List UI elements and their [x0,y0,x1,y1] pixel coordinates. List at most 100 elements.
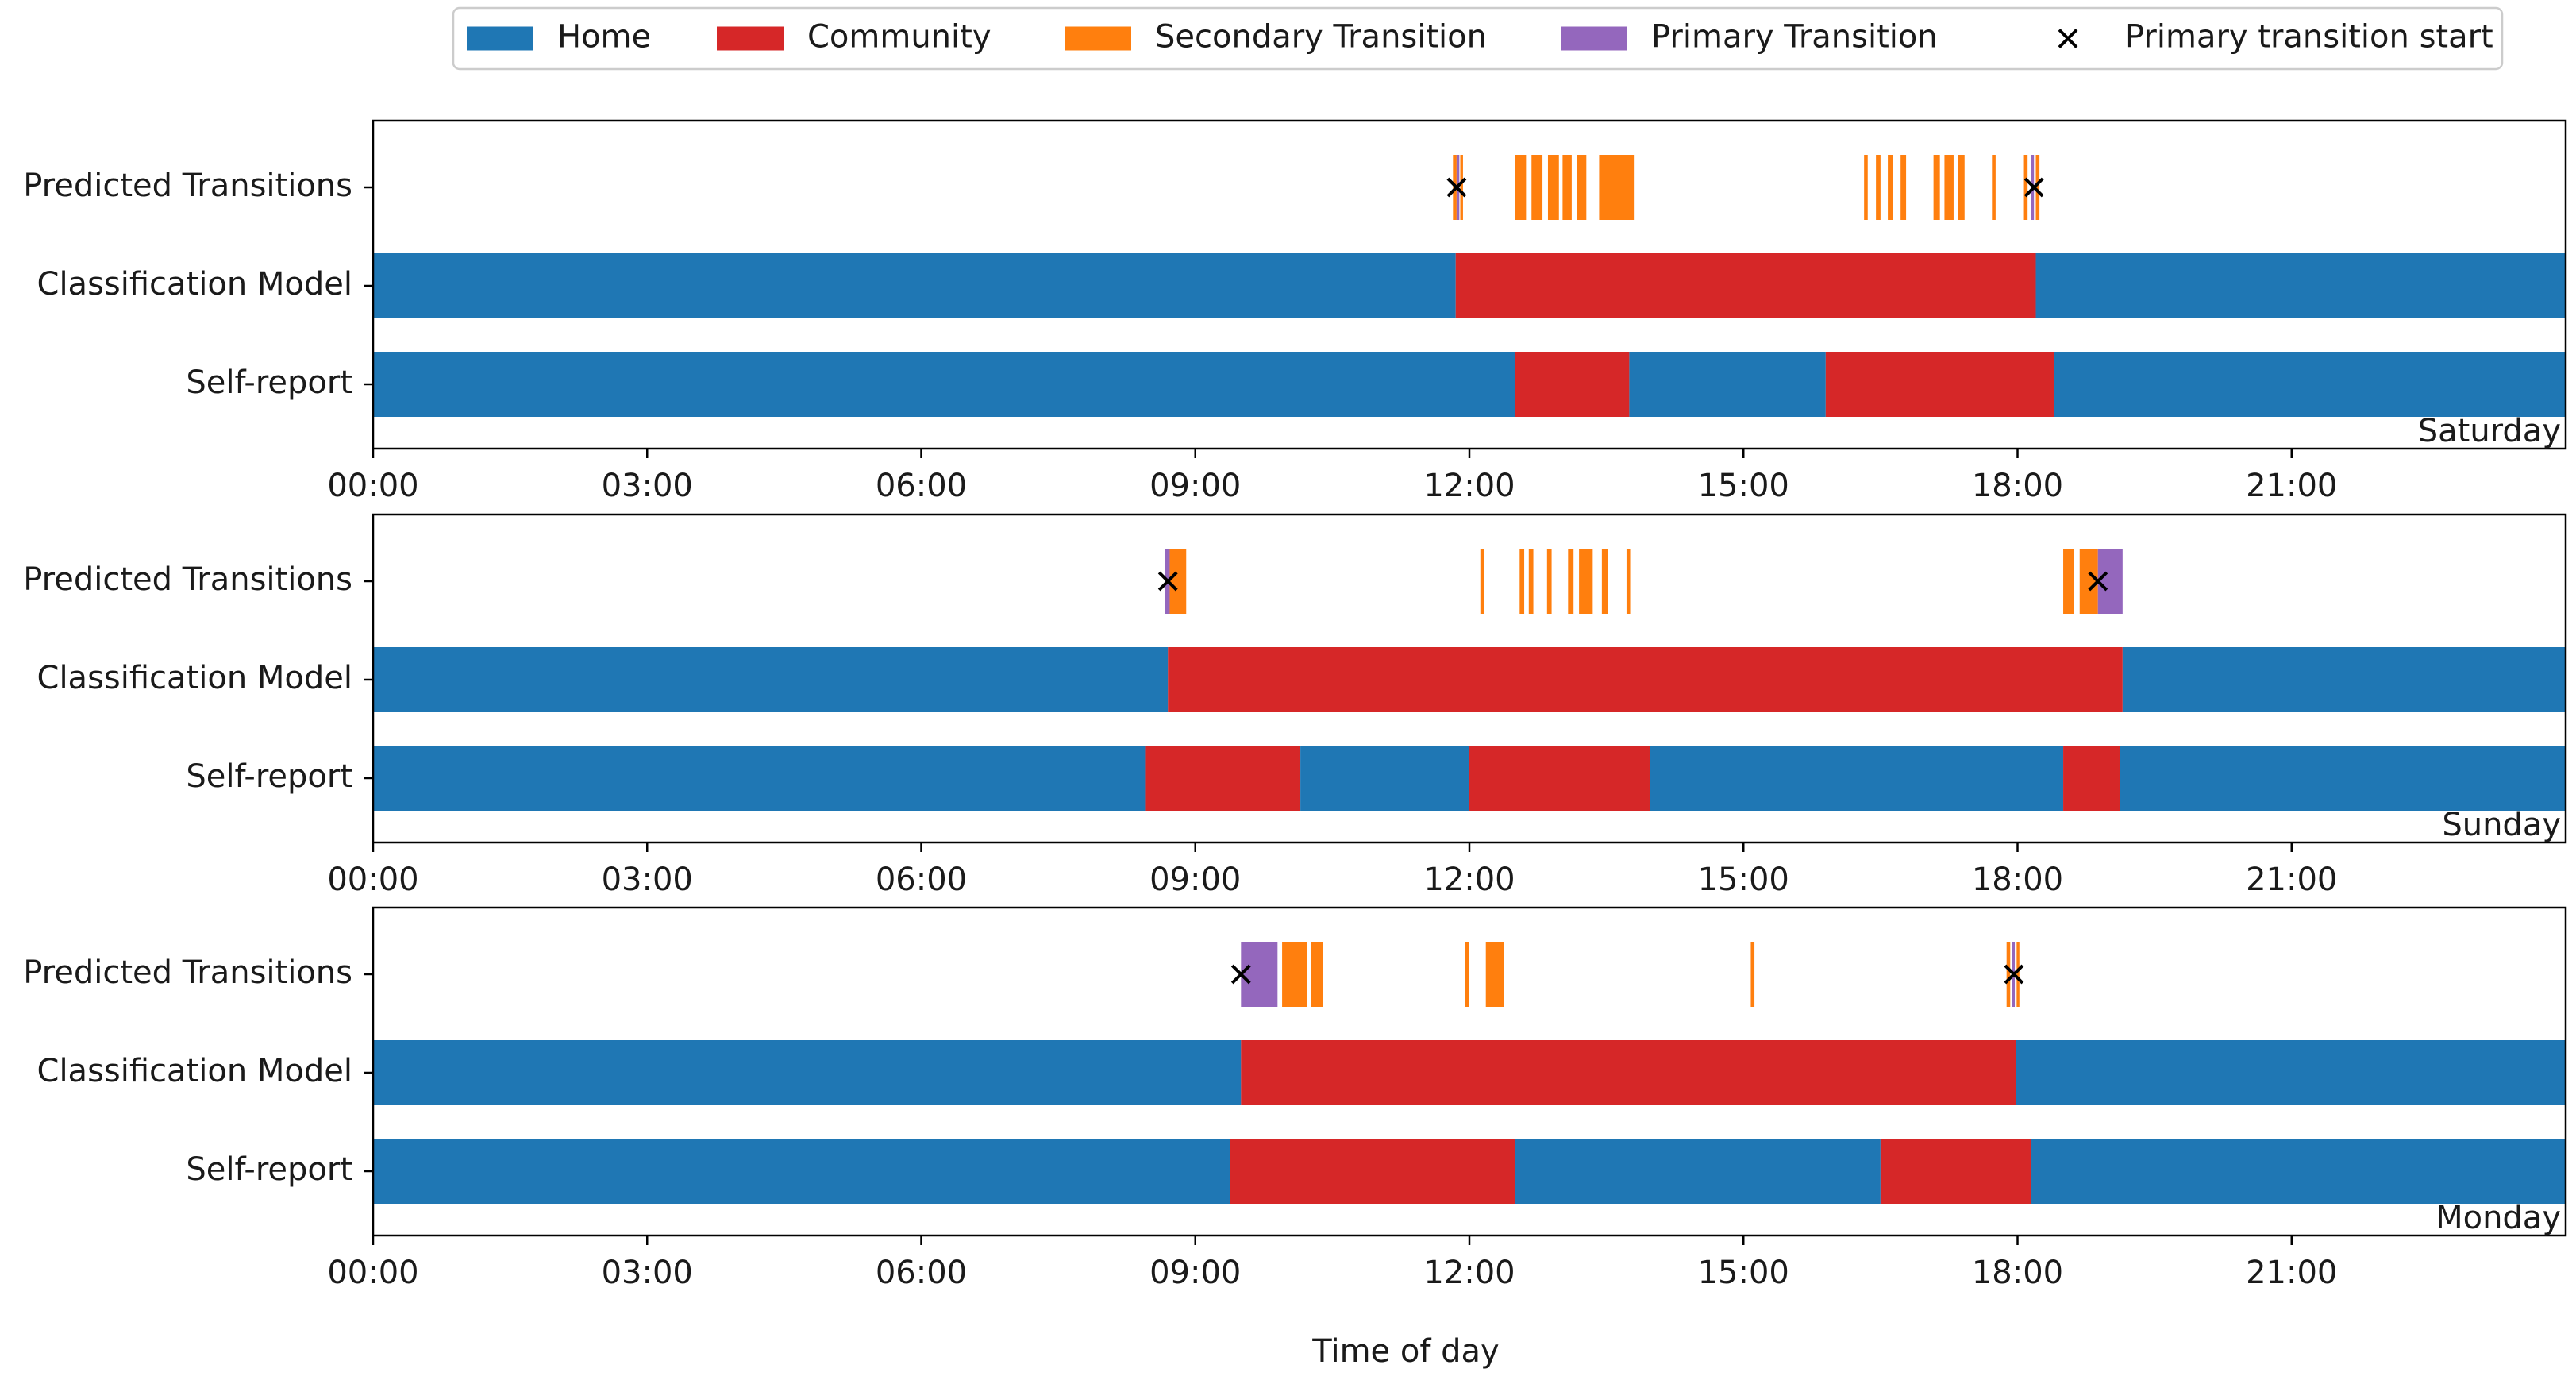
saturday-transition-17 [2023,155,2028,220]
monday-transition-1 [1282,942,1307,1007]
saturday-transition-6 [1562,155,1572,220]
sunday-ylabel-predicted-transitions: Predicted Transitions [23,561,352,598]
saturday-self-report-segment-4 [2054,352,2566,417]
monday-transition-5 [1750,942,1755,1007]
sunday-ylabel-self-report: Self-report [186,758,352,795]
x-axis-label: Time of day [1311,1333,1499,1370]
monday-transition-4 [1485,942,1504,1007]
sunday-self-report-segment-2 [1300,746,1469,811]
monday-xtick-label-3: 09:00 [1149,1255,1241,1291]
saturday-classification-segment-2 [2035,253,2566,318]
saturday-xtick-label-2: 06:00 [876,468,967,504]
saturday-xtick-label-6: 18:00 [1972,468,2063,504]
monday-xtick-label-2: 06:00 [876,1255,967,1291]
saturday-xtick-label-1: 03:00 [602,468,693,504]
saturday-primary-start-marker-1 [2023,177,2044,198]
saturday-transition-14 [1944,155,1954,220]
sunday-self-report-segment-0 [373,746,1146,811]
saturday-transition-8 [1599,155,1635,220]
saturday-transition-10 [1876,155,1881,220]
sunday-transition-5 [1546,549,1552,614]
monday-ylabel-predicted-transitions: Predicted Transitions [23,954,352,991]
monday-self-report-segment-4 [2031,1139,2566,1204]
monday-self-report-segment-1 [1230,1139,1515,1204]
saturday-transition-4 [1531,155,1543,220]
saturday-transition-12 [1900,155,1907,220]
saturday-transition-19 [2035,155,2040,220]
saturday-classification-segment-0 [373,253,1456,318]
saturday-transition-3 [1515,155,1527,220]
sunday-transition-9 [1626,549,1631,614]
monday-xtick-label-1: 03:00 [602,1255,693,1291]
sunday-primary-start-marker-1 [2088,571,2108,592]
monday-transition-8 [2016,942,2020,1007]
sunday-self-report-segment-3 [1469,746,1650,811]
saturday-ylabel-classification-model: Classification Model [37,266,352,303]
sunday-transition-7 [1579,549,1593,614]
saturday-transition-11 [1888,155,1893,220]
sunday-day-label: Sunday [2442,807,2561,843]
legend-label-community: Community [807,19,992,56]
sunday-classification-segment-2 [2122,647,2566,712]
sunday-self-report-segment-4 [1650,746,2064,811]
monday-transition-2 [1311,942,1323,1007]
saturday-transition-13 [1933,155,1940,220]
saturday-transition-9 [1864,155,1868,220]
monday-self-report-segment-3 [1880,1139,2031,1204]
saturday-day-label: Saturday [2418,413,2561,449]
sunday-xtick-label-2: 06:00 [876,862,967,898]
monday-xtick-label-7: 21:00 [2246,1255,2337,1291]
legend-label-primary-transition-start: Primary transition start [2125,19,2493,56]
monday-transition-0 [1241,942,1278,1007]
monday-xtick-label-0: 00:00 [327,1255,418,1291]
saturday-self-report-segment-0 [373,352,1515,417]
saturday-xtick-label-4: 12:00 [1423,468,1515,504]
saturday-xtick-label-7: 21:00 [2246,468,2337,504]
saturday-transition-2 [1460,155,1463,220]
monday-self-report-segment-0 [373,1139,1230,1204]
monday-transition-6 [2006,942,2011,1007]
saturday-self-report-segment-3 [1825,352,2054,417]
legend-swatch-primary-transition [1561,26,1627,51]
saturday-xtick-label-5: 15:00 [1698,468,1789,504]
sunday-xtick-label-7: 21:00 [2246,862,2337,898]
monday-day-label: Monday [2435,1200,2561,1236]
monday-primary-start-marker-1 [2004,964,2024,985]
saturday-self-report-segment-1 [1515,352,1630,417]
legend-label-secondary-transition: Secondary Transition [1155,19,1487,56]
sunday-xtick-label-3: 09:00 [1149,862,1241,898]
monday-classification-segment-0 [373,1040,1242,1105]
monday-transition-3 [1465,942,1469,1007]
legend-box [452,6,2504,71]
sunday-xtick-label-5: 15:00 [1698,862,1789,898]
monday-classification-segment-1 [1241,1040,2016,1105]
legend-swatch-community [717,26,784,51]
sunday-transition-8 [1601,549,1608,614]
monday-xtick-label-6: 18:00 [1972,1255,2063,1291]
monday-xtick-label-5: 15:00 [1698,1255,1789,1291]
monday-primary-start-marker-0 [1230,964,1251,985]
legend-marker-primary-transition-start [2058,29,2078,48]
monday-xtick-label-4: 12:00 [1423,1255,1515,1291]
sunday-classification-segment-0 [373,647,1169,712]
sunday-transition-1 [1169,549,1187,614]
legend-swatch-home [467,26,533,51]
saturday-xtick-label-3: 09:00 [1149,468,1241,504]
sunday-self-report-segment-5 [2063,746,2120,811]
saturday-transition-16 [1992,155,1996,220]
sunday-transition-4 [1528,549,1534,614]
saturday-transition-15 [1958,155,1965,220]
sunday-transition-12 [2097,549,2123,614]
legend-label-primary-transition: Primary Transition [1651,19,1938,56]
sunday-primary-start-marker-0 [1157,571,1178,592]
monday-ylabel-self-report: Self-report [186,1151,352,1188]
sunday-self-report-segment-1 [1145,746,1301,811]
sunday-transition-6 [1568,549,1574,614]
saturday-primary-start-marker-0 [1446,177,1467,198]
sunday-xtick-label-6: 18:00 [1972,862,2063,898]
sunday-transition-2 [1480,549,1484,614]
sunday-classification-segment-1 [1168,647,2123,712]
legend-swatch-secondary-transition [1065,26,1131,51]
